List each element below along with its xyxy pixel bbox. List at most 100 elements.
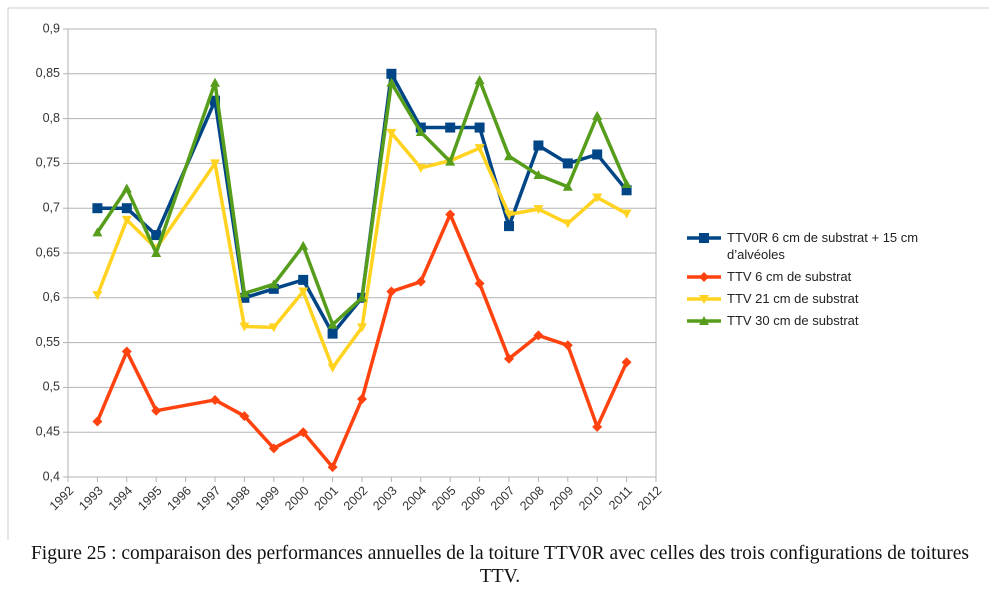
marker bbox=[298, 287, 309, 297]
marker bbox=[621, 357, 632, 368]
marker bbox=[592, 421, 603, 432]
y-tick-label: 0,45 bbox=[36, 424, 60, 438]
marker bbox=[151, 405, 162, 416]
marker bbox=[533, 205, 544, 215]
legend-entry: TTV0R 6 cm de substrat + 15 cm d’alvéole… bbox=[686, 229, 976, 263]
x-tick-label: 1993 bbox=[76, 484, 106, 514]
marker bbox=[699, 316, 709, 325]
legend-swatch bbox=[687, 316, 721, 325]
x-tick-label: 2006 bbox=[458, 484, 488, 514]
marker bbox=[592, 193, 603, 203]
marker bbox=[445, 156, 456, 166]
marker bbox=[121, 203, 132, 214]
marker bbox=[504, 151, 514, 161]
marker bbox=[533, 140, 544, 151]
marker bbox=[121, 215, 132, 225]
marker bbox=[268, 443, 279, 454]
y-tick-label: 0,9 bbox=[43, 21, 60, 35]
marker bbox=[327, 319, 338, 329]
legend-label: TTV 6 cm de substrat bbox=[727, 269, 852, 284]
marker bbox=[504, 221, 514, 232]
x-tick-label: 2011 bbox=[606, 484, 635, 513]
marker bbox=[210, 159, 220, 169]
marker bbox=[415, 276, 426, 287]
x-tick-label: 2001 bbox=[311, 484, 341, 514]
marker bbox=[121, 346, 132, 357]
marker bbox=[592, 110, 603, 120]
marker bbox=[445, 122, 456, 133]
marker bbox=[533, 330, 544, 341]
marker bbox=[562, 181, 573, 191]
x-tick-label: 2009 bbox=[547, 484, 577, 514]
x-tick-label: 1999 bbox=[253, 484, 283, 514]
marker bbox=[151, 230, 162, 241]
y-tick-label: 0,85 bbox=[36, 66, 60, 80]
y-tick-label: 0,8 bbox=[43, 111, 60, 125]
marker bbox=[386, 77, 397, 87]
legend-swatch bbox=[687, 295, 721, 304]
marker bbox=[562, 158, 573, 169]
x-tick-label: 1995 bbox=[135, 484, 165, 514]
y-tick-label: 0,65 bbox=[36, 245, 60, 259]
legend-entry: TTV 6 cm de substrat bbox=[686, 268, 976, 285]
marker bbox=[327, 328, 338, 339]
x-tick-label: 1994 bbox=[106, 484, 136, 514]
marker bbox=[92, 291, 103, 301]
x-tick-label: 2012 bbox=[635, 484, 665, 514]
marker bbox=[562, 340, 573, 351]
legend-swatch bbox=[687, 233, 721, 243]
y-tick-label: 0,6 bbox=[43, 290, 60, 304]
chart: 0,4 0,45 0,5 0,55 0,6 0,65 0,7 0,75 0,8 0,85 0,9 19… bbox=[7, 7, 989, 540]
y-tick-label: 0,55 bbox=[36, 335, 60, 349]
x-tick-label: 2003 bbox=[370, 484, 400, 514]
marker bbox=[357, 394, 367, 405]
x-tick-label: 2004 bbox=[400, 484, 430, 514]
y-tick-label: 0,75 bbox=[36, 156, 60, 170]
marker bbox=[121, 183, 132, 193]
marker bbox=[474, 75, 485, 85]
x-tick-label: 2008 bbox=[517, 484, 547, 514]
x-tick-label: 1998 bbox=[223, 484, 253, 514]
marker bbox=[327, 462, 338, 473]
legend: TTV0R 6 cm de substrat + 15 cm d’alvéole… bbox=[686, 229, 976, 334]
legend-label: TTV 21 cm de substrat bbox=[727, 291, 859, 306]
frame bbox=[7, 7, 989, 540]
marker bbox=[298, 427, 309, 438]
marker bbox=[239, 411, 250, 422]
marker bbox=[298, 240, 309, 250]
marker bbox=[474, 278, 485, 289]
legend-label: TTV 30 cm de substrat bbox=[727, 313, 859, 328]
marker bbox=[239, 322, 250, 332]
marker bbox=[210, 394, 220, 405]
marker bbox=[386, 286, 397, 297]
marker bbox=[474, 122, 485, 133]
legend-label: TTV0R 6 cm de substrat + 15 cm d’alvéole… bbox=[727, 230, 919, 262]
marker bbox=[210, 77, 220, 87]
series-line bbox=[95, 131, 628, 370]
x-tick-label: 2002 bbox=[341, 484, 371, 514]
marker bbox=[415, 127, 426, 137]
series-line bbox=[95, 212, 629, 469]
x-tick-label: 2007 bbox=[488, 484, 518, 514]
marker bbox=[562, 219, 573, 229]
x-tick-label: 2005 bbox=[429, 484, 459, 514]
marker bbox=[699, 272, 709, 282]
marker bbox=[445, 209, 456, 220]
y-tick-label: 0,4 bbox=[43, 469, 60, 483]
x-tick-label: 1997 bbox=[194, 484, 224, 514]
marker bbox=[533, 170, 544, 180]
marker bbox=[268, 323, 279, 333]
marker bbox=[621, 179, 632, 189]
marker bbox=[504, 210, 514, 220]
marker bbox=[151, 248, 162, 257]
y-tick-label: 0,7 bbox=[43, 200, 60, 214]
marker bbox=[357, 323, 367, 333]
marker bbox=[298, 274, 309, 285]
marker bbox=[699, 295, 709, 304]
caption: Figure 25 : comparaison des performances… bbox=[30, 543, 970, 587]
legend-swatch bbox=[687, 272, 721, 282]
series-line bbox=[95, 78, 629, 327]
marker bbox=[386, 128, 397, 138]
marker bbox=[504, 353, 514, 364]
